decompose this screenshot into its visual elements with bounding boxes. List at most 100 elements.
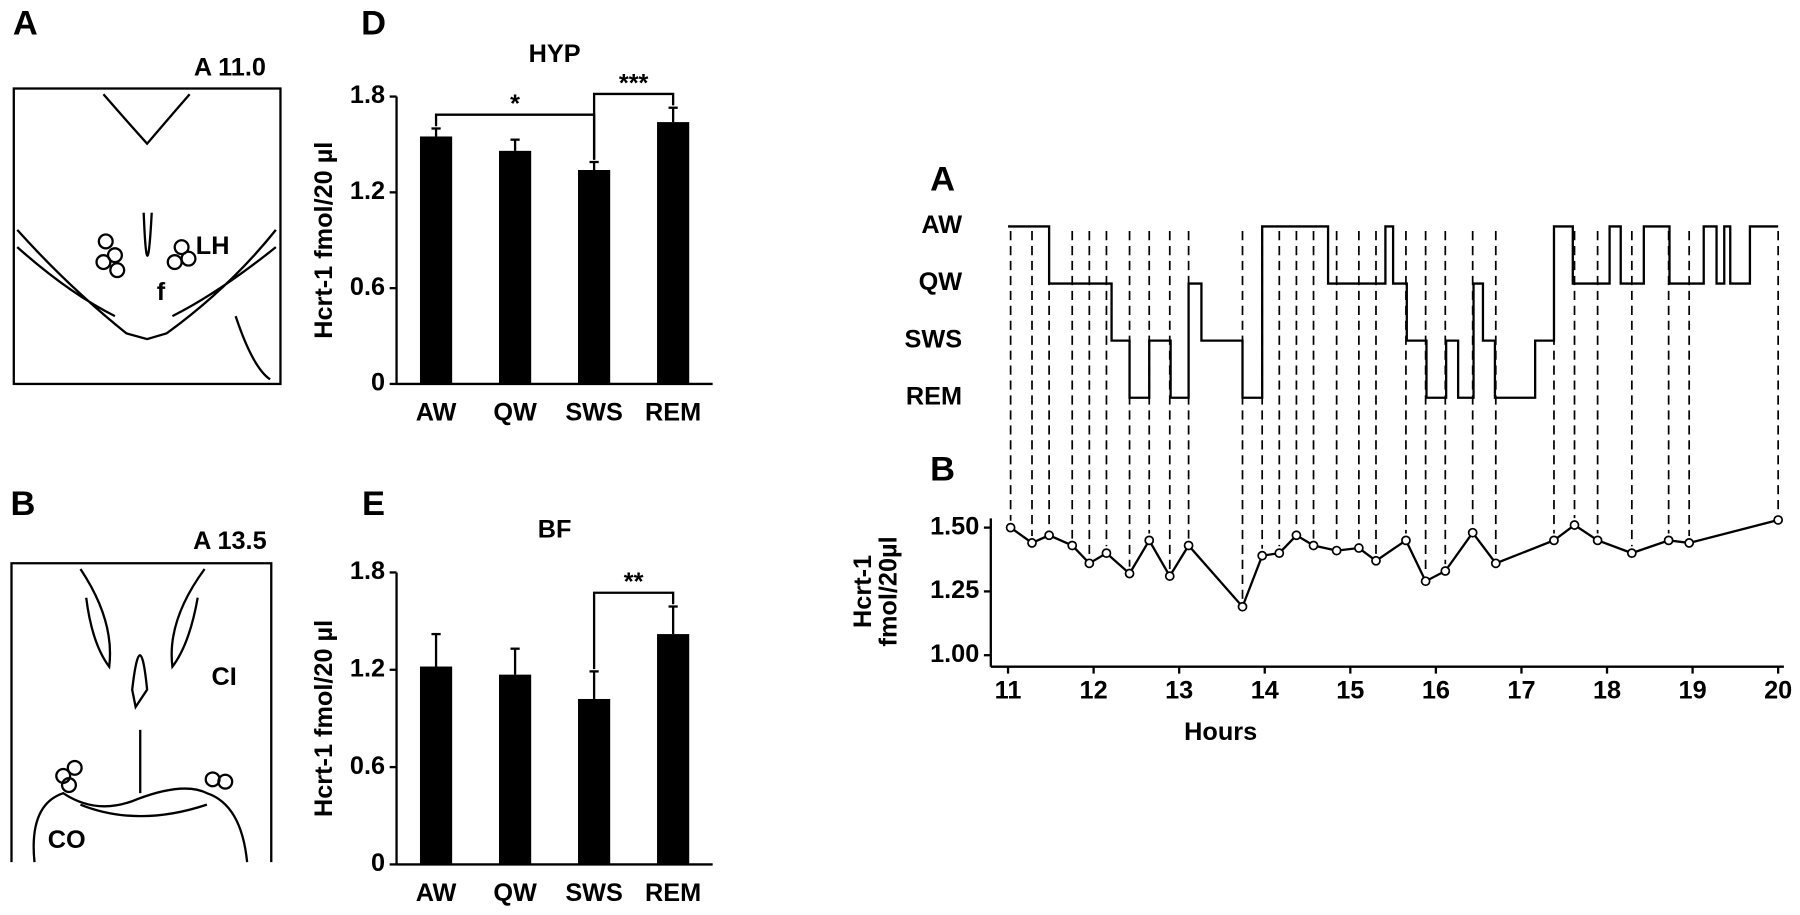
data-point	[1371, 555, 1381, 566]
hypnogram	[1008, 225, 1779, 399]
y-tick-label: 1.25	[930, 576, 979, 604]
bar	[578, 169, 611, 384]
data-point	[1005, 522, 1016, 533]
region-label: f	[157, 278, 166, 306]
x-tick-label: 17	[1507, 677, 1535, 705]
x-tick-label: SWS	[565, 879, 623, 907]
data-point	[1274, 548, 1285, 559]
state-label: REM	[906, 382, 962, 410]
data-point	[1420, 576, 1431, 587]
y-tick-label: 1.2	[350, 177, 385, 205]
x-tick-label: 16	[1422, 677, 1450, 705]
diagram-outline	[16, 212, 277, 381]
data-point	[1101, 548, 1112, 559]
x-tick-label: 18	[1593, 677, 1621, 705]
diagram-outline	[32, 568, 249, 863]
significance-bracket	[592, 591, 675, 670]
x-tick-label: SWS	[565, 398, 623, 426]
x-tick-label: 13	[1165, 677, 1193, 705]
significance-label: *	[510, 90, 520, 118]
panel-label: D	[361, 4, 386, 42]
data-point	[1308, 540, 1319, 551]
data-line	[1009, 518, 1779, 609]
data-point	[1067, 540, 1078, 551]
data-point	[1663, 535, 1674, 546]
panel-label: A	[13, 4, 38, 42]
cell-cluster	[95, 233, 197, 279]
y-tick-label: 0.6	[350, 273, 385, 301]
bar	[498, 150, 532, 384]
bar	[498, 674, 532, 865]
x-tick-label: 20	[1764, 677, 1792, 705]
data-point	[1237, 601, 1248, 612]
data-point	[1467, 527, 1478, 538]
y-tick-label: 1.00	[930, 640, 979, 668]
y-tick-label: 0.6	[350, 752, 385, 780]
state-label: QW	[919, 268, 963, 296]
cell-cluster	[55, 759, 234, 794]
x-tick-label: REM	[645, 398, 701, 426]
y-tick-label: 1.8	[350, 81, 385, 109]
y-axis-label: fmol/20µl	[874, 536, 902, 646]
bar	[419, 666, 453, 865]
data-point	[1549, 535, 1559, 546]
y-tick-label: 0	[371, 849, 385, 877]
region-label: LH	[196, 232, 230, 260]
section-label: A 11.0	[194, 54, 266, 82]
data-point	[1401, 535, 1411, 546]
data-point	[1569, 520, 1580, 530]
data-point	[1084, 558, 1095, 569]
x-axis-label: Hours	[1184, 718, 1257, 746]
y-tick-label: 1.50	[930, 512, 979, 540]
data-point	[1124, 568, 1135, 579]
data-point	[1331, 545, 1342, 556]
y-tick-label: 1.2	[350, 654, 385, 682]
bar	[657, 634, 690, 865]
x-tick-label: 14	[1251, 677, 1279, 705]
x-tick-label: QW	[493, 879, 537, 907]
section-label: A 13.5	[193, 527, 267, 555]
y-tick-label: 0	[371, 369, 385, 397]
significance-label: **	[624, 568, 644, 596]
diagram-frame	[10, 562, 273, 863]
chart-title: HYP	[529, 40, 581, 68]
data-point	[1044, 530, 1055, 541]
data-point	[1773, 515, 1784, 525]
x-tick-label: QW	[493, 398, 537, 426]
y-axis-label: Hcrt-1 fmol/20 µl	[310, 142, 338, 339]
x-tick-label: REM	[645, 879, 701, 907]
y-axis-label: Hcrt-1 fmol/20 µl	[310, 620, 338, 817]
data-point	[1626, 548, 1637, 559]
x-tick-label: 15	[1336, 677, 1364, 705]
diagram-outline	[102, 93, 191, 146]
bar	[419, 136, 453, 384]
state-label: SWS	[905, 325, 963, 353]
bar	[657, 122, 690, 384]
diagram-frame	[12, 87, 282, 386]
data-point	[1684, 538, 1695, 548]
data-point	[1164, 571, 1175, 581]
state-label: AW	[921, 211, 962, 239]
panel-label: A	[930, 161, 955, 199]
data-point	[1490, 558, 1501, 569]
data-point	[1257, 550, 1268, 561]
significance-label: ***	[619, 69, 649, 97]
panel-label: B	[11, 485, 36, 523]
data-point	[1592, 535, 1603, 546]
data-point	[1027, 538, 1037, 548]
x-tick-label: 19	[1679, 677, 1707, 705]
chart-title: BF	[538, 516, 572, 544]
panel-label: E	[362, 485, 385, 523]
x-tick-label: AW	[416, 398, 457, 426]
data-point	[1291, 530, 1302, 541]
data-point	[1353, 543, 1364, 553]
bar	[578, 698, 611, 865]
region-label: CO	[48, 826, 86, 854]
y-tick-label: 1.8	[350, 557, 385, 585]
x-tick-label: 11	[995, 677, 1022, 705]
x-tick-label: 12	[1080, 677, 1108, 705]
data-point	[1183, 540, 1194, 551]
x-tick-label: AW	[416, 879, 457, 907]
